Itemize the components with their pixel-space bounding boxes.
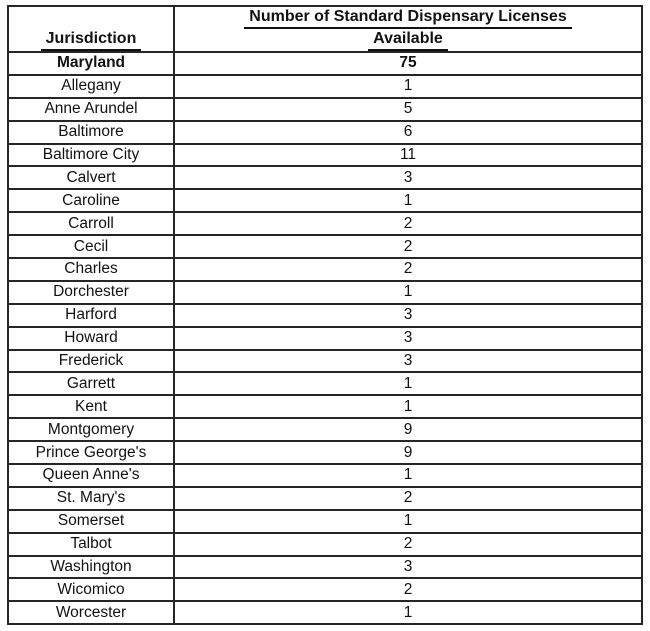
- jurisdiction-cell: Anne Arundel: [7, 96, 175, 122]
- licenses-count-cell: 2: [173, 211, 643, 237]
- licenses-count-cell: 1: [173, 508, 643, 534]
- header-row: Jurisdiction Number of Standard Dispensa…: [7, 5, 643, 53]
- table-row: Calvert 3: [7, 165, 643, 191]
- licenses-count-cell: 2: [173, 234, 643, 260]
- table-row: Baltimore City 11: [7, 142, 643, 168]
- licenses-count-cell: 3: [173, 348, 643, 374]
- table-body: Maryland 75 Allegany 1 Anne Arundel 5 Baltimor…: [7, 51, 643, 626]
- jurisdiction-cell: Worcester: [7, 600, 175, 626]
- jurisdiction-cell: Kent: [7, 394, 175, 420]
- licenses-count-cell: 1: [173, 463, 643, 488]
- licenses-count-cell: 3: [173, 165, 643, 191]
- jurisdiction-cell: Howard: [7, 325, 175, 351]
- licenses-header-line1: Number of Standard Dispensary Licenses: [244, 8, 572, 29]
- table-row: Worcester 1: [7, 600, 643, 626]
- table-row: Prince George's 9: [7, 440, 643, 466]
- jurisdiction-cell: Caroline: [7, 188, 175, 214]
- table-row: Maryland 75: [7, 51, 643, 76]
- jurisdiction-cell: Carroll: [7, 211, 175, 237]
- licenses-header-line2: Available: [368, 29, 448, 50]
- licenses-count-cell: 5: [173, 96, 643, 122]
- licenses-count-cell: 1: [173, 279, 643, 305]
- table-row: St. Mary's 2: [7, 485, 643, 511]
- licenses-count-cell: 1: [173, 73, 643, 99]
- jurisdiction-cell: Dorchester: [7, 279, 175, 305]
- table-row: Wicomico 2: [7, 577, 643, 603]
- licenses-count-cell: 1: [173, 188, 643, 214]
- jurisdiction-cell: Charles: [7, 257, 175, 282]
- table-row: Kent 1: [7, 394, 643, 420]
- jurisdiction-cell: Calvert: [7, 165, 175, 191]
- table-row: Dorchester 1: [7, 279, 643, 305]
- table-row: Allegany 1: [7, 73, 643, 99]
- jurisdiction-cell: Garrett: [7, 371, 175, 397]
- jurisdiction-cell: Talbot: [7, 531, 175, 557]
- licenses-count-cell: 9: [173, 440, 643, 466]
- jurisdiction-cell: Prince George's: [7, 440, 175, 466]
- licenses-column-header: Number of Standard Dispensary Licenses A…: [173, 5, 643, 53]
- table-row: Baltimore 6: [7, 119, 643, 145]
- jurisdiction-cell: Wicomico: [7, 577, 175, 603]
- licenses-count-cell: 2: [173, 577, 643, 603]
- licenses-count-cell: 3: [173, 554, 643, 580]
- jurisdiction-column-header: Jurisdiction: [7, 5, 175, 53]
- table-row: Howard 3: [7, 325, 643, 351]
- jurisdiction-cell: Frederick: [7, 348, 175, 374]
- licenses-count-cell: 3: [173, 302, 643, 328]
- table-row: Queen Anne's 1: [7, 463, 643, 488]
- licenses-count-cell: 6: [173, 119, 643, 145]
- licenses-count-cell: 2: [173, 531, 643, 557]
- table-row: Cecil 2: [7, 234, 643, 260]
- jurisdiction-cell: Montgomery: [7, 417, 175, 443]
- jurisdiction-cell: Baltimore City: [7, 142, 175, 168]
- table-row: Washington 3: [7, 554, 643, 580]
- jurisdiction-cell: St. Mary's: [7, 485, 175, 511]
- table-row: Frederick 3: [7, 348, 643, 374]
- jurisdiction-header-label: Jurisdiction: [40, 29, 142, 50]
- table-row: Montgomery 9: [7, 417, 643, 443]
- table-row: Harford 3: [7, 302, 643, 328]
- table-row: Garrett 1: [7, 371, 643, 397]
- licenses-count-cell: 9: [173, 417, 643, 443]
- table-row: Charles 2: [7, 257, 643, 282]
- jurisdiction-cell: Somerset: [7, 508, 175, 534]
- licenses-count-cell: 75: [173, 51, 643, 76]
- jurisdiction-cell: Washington: [7, 554, 175, 580]
- jurisdiction-cell: Baltimore: [7, 119, 175, 145]
- licenses-count-cell: 2: [173, 257, 643, 282]
- table-row: Talbot 2: [7, 531, 643, 557]
- jurisdiction-cell: Queen Anne's: [7, 463, 175, 488]
- jurisdiction-cell: Allegany: [7, 73, 175, 99]
- dispensary-licenses-table: Jurisdiction Number of Standard Dispensa…: [7, 5, 643, 626]
- table-row: Anne Arundel 5: [7, 96, 643, 122]
- licenses-count-cell: 1: [173, 371, 643, 397]
- licenses-count-cell: 1: [173, 600, 643, 626]
- table-row: Caroline 1: [7, 188, 643, 214]
- licenses-count-cell: 1: [173, 394, 643, 420]
- licenses-count-cell: 11: [173, 142, 643, 168]
- table-row: Somerset 1: [7, 508, 643, 534]
- table-row: Carroll 2: [7, 211, 643, 237]
- licenses-count-cell: 2: [173, 485, 643, 511]
- jurisdiction-cell: Harford: [7, 302, 175, 328]
- jurisdiction-cell: Cecil: [7, 234, 175, 260]
- licenses-count-cell: 3: [173, 325, 643, 351]
- jurisdiction-cell: Maryland: [7, 51, 175, 76]
